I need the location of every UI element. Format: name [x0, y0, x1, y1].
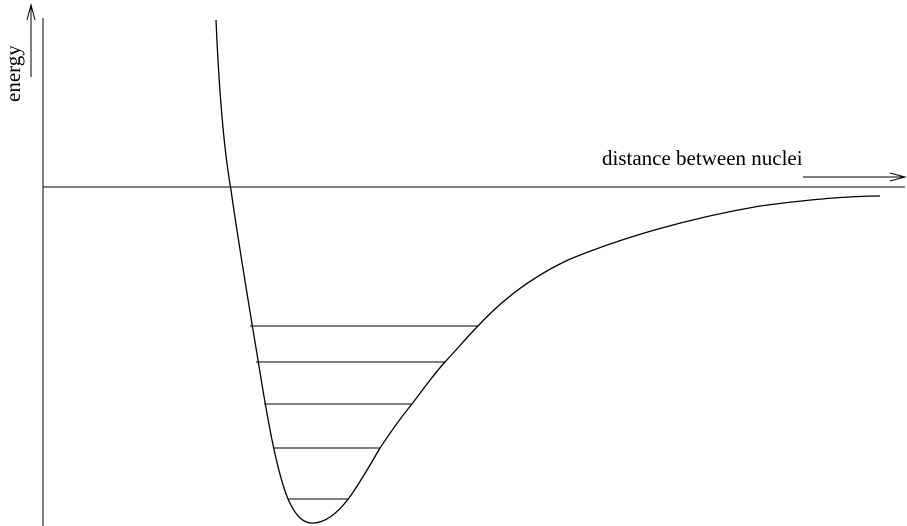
distance-axis-label: distance between nuclei — [602, 146, 803, 170]
potential-energy-curve — [215, 19, 881, 524]
energy-axis-label: energy — [1, 45, 25, 102]
energy-arrow — [26, 3, 36, 77]
distance-arrow — [803, 172, 907, 182]
